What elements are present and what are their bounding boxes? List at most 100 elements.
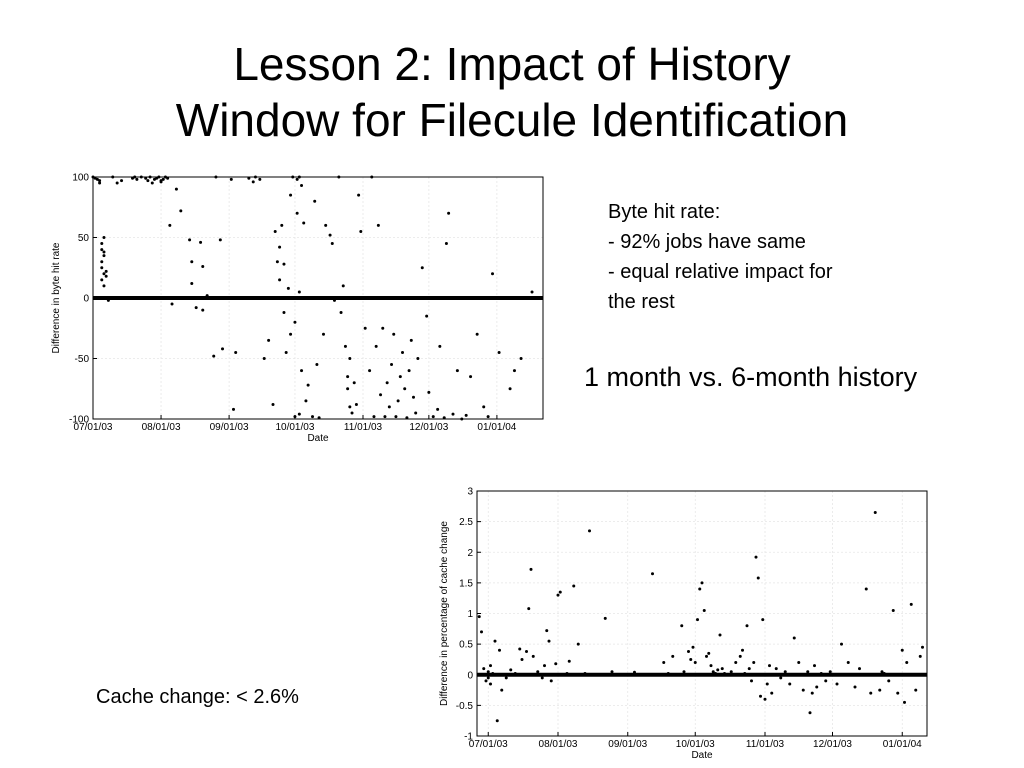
byte-hit-rate-point — [306, 383, 310, 387]
byte-hit-rate-point — [102, 272, 106, 276]
cache-change-point — [768, 664, 771, 668]
byte-hit-rate-xtick-label: 11/01/03 — [344, 422, 383, 433]
cache-change-xtick-label: 11/01/03 — [746, 739, 785, 750]
cache-change-point — [824, 679, 828, 683]
cache-change-point — [819, 672, 823, 676]
cache-change-point — [518, 647, 522, 651]
cache-change-point — [723, 672, 726, 676]
byte-hit-rate-point — [106, 298, 110, 302]
byte-hit-rate-point — [98, 179, 102, 183]
cache-change-point — [707, 651, 711, 655]
cache-change-point — [500, 688, 504, 692]
cache-change-ytick-label: 3 — [467, 487, 473, 498]
byte-hit-rate-point — [271, 402, 275, 406]
byte-hit-rate-note: Byte hit rate: - 92% jobs have same - eq… — [608, 197, 833, 317]
cache-change-point — [835, 682, 839, 686]
cache-change-point — [543, 664, 546, 668]
byte-hit-rate-point — [179, 209, 183, 213]
byte-hit-rate-point — [352, 381, 356, 385]
byte-hit-rate-point — [251, 180, 255, 184]
byte-hit-rate-point — [455, 369, 459, 373]
cache-change-point — [918, 654, 922, 658]
cache-change-xtick-label: 07/01/03 — [469, 739, 508, 750]
byte-hit-rate-point — [289, 332, 293, 336]
cache-change-point — [529, 567, 533, 571]
byte-hit-rate-point — [357, 193, 361, 197]
byte-hit-rate-point — [363, 326, 367, 330]
cache-change-xtick-label: 12/01/03 — [813, 739, 852, 750]
cache-change-point — [531, 654, 535, 658]
cache-change-xtick-label: 08/01/03 — [539, 739, 578, 750]
byte-hit-rate-point — [295, 211, 299, 215]
byte-hit-rate-point — [431, 415, 435, 419]
byte-hit-rate-xtick-label: 12/01/03 — [409, 422, 448, 433]
byte-hit-rate-point — [396, 399, 400, 403]
cache-change-point — [504, 676, 508, 680]
byte-hit-rate-point — [497, 350, 501, 354]
cache-change-point — [813, 664, 816, 668]
byte-hit-rate-point — [330, 242, 334, 246]
cache-change-point — [714, 672, 717, 676]
byte-hit-rate-point — [100, 248, 104, 252]
byte-hit-rate-point — [302, 221, 306, 225]
cache-change-point — [810, 691, 814, 695]
byte-hit-rate-point — [414, 411, 418, 415]
byte-hit-rate-plot-group: -100 -50 0 50 100 07/01/03 08/01/03 09/01/03 10/… — [51, 173, 544, 444]
cache-change-point — [914, 688, 918, 692]
cache-change-point — [547, 639, 551, 643]
byte-hit-rate-point — [387, 405, 391, 409]
byte-hit-rate-point — [273, 229, 277, 233]
byte-hit-rate-point — [401, 350, 405, 354]
cache-change-xtick-label: 01/01/04 — [883, 739, 922, 750]
comparison-note: 1 month vs. 6-month history — [584, 362, 918, 392]
byte-hit-rate-point — [190, 281, 194, 285]
cache-change-point — [666, 672, 670, 676]
cache-change-point — [709, 664, 713, 668]
cache-change-point — [801, 688, 805, 692]
cache-change-point — [792, 636, 796, 640]
cache-change-point — [689, 657, 693, 661]
byte-hit-rate-xtick-label: 08/01/03 — [142, 422, 181, 433]
byte-hit-rate-point — [104, 274, 108, 278]
cache-change-ytick-label: 1 — [467, 609, 473, 620]
byte-hit-rate-point — [368, 369, 372, 373]
cache-change-point — [846, 661, 850, 664]
byte-hit-rate-point — [444, 242, 448, 246]
byte-hit-rate-point — [282, 262, 286, 266]
byte-hit-rate-point — [398, 375, 402, 379]
cache-change-point — [482, 667, 486, 671]
cache-change-point — [700, 581, 704, 585]
slide-title-line-2: Window for Filecule Identification — [175, 94, 849, 146]
byte-hit-rate-point — [234, 350, 238, 354]
byte-hit-rate-point — [267, 338, 271, 342]
cache-change-point — [698, 587, 702, 591]
byte-hit-rate-point — [381, 326, 385, 330]
cache-change-point — [491, 672, 495, 676]
byte-hit-rate-point — [218, 238, 222, 242]
cache-change-xlabel: Date — [691, 750, 713, 761]
byte-hit-rate-point — [350, 411, 354, 415]
byte-hit-rate-point — [530, 290, 534, 294]
cache-change-point — [741, 648, 744, 652]
byte-hit-rate-point — [354, 402, 358, 406]
cache-change-point — [765, 682, 769, 686]
byte-hit-rate-point — [321, 332, 325, 336]
byte-hit-rate-point — [221, 347, 225, 351]
byte-hit-rate-point — [229, 177, 233, 181]
cache-change-point — [903, 700, 906, 704]
cache-change-point — [806, 670, 810, 674]
byte-hit-rate-point — [293, 320, 297, 324]
byte-hit-rate-point — [512, 369, 516, 373]
byte-hit-rate-point — [278, 278, 282, 282]
byte-hit-rate-point — [205, 294, 209, 298]
cache-change-point — [583, 672, 587, 676]
byte-hit-rate-point — [135, 177, 139, 181]
cache-change-point — [484, 679, 488, 683]
byte-hit-rate-point — [150, 181, 154, 185]
cache-change-point — [808, 711, 812, 715]
cache-change-ytick-label: -1 — [464, 732, 473, 743]
cache-change-point — [729, 670, 733, 674]
byte-hit-rate-point — [98, 181, 102, 185]
byte-hit-rate-line-2: - 92% jobs have same — [608, 231, 806, 253]
cache-change-point — [693, 661, 697, 664]
